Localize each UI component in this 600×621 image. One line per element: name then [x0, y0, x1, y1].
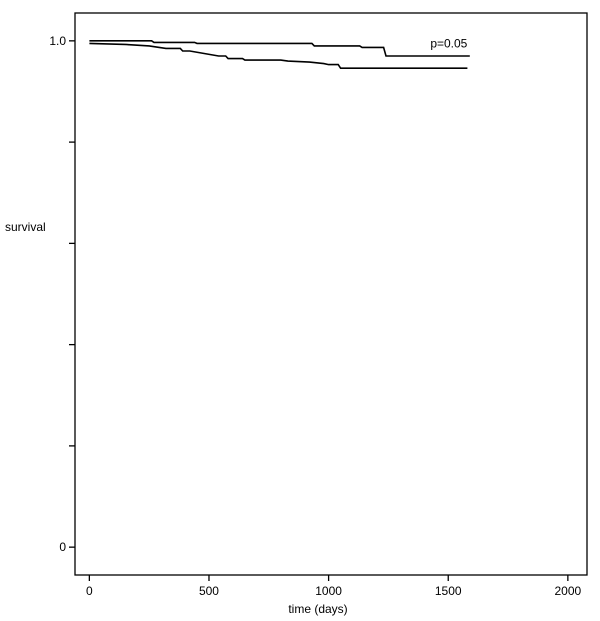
p-value-annotation: p=0.05: [430, 36, 467, 50]
x-tick-label-1: 500: [199, 584, 219, 598]
y-axis-label: survival: [5, 220, 46, 234]
survival-curve-2: [89, 42, 468, 69]
y-tick-label-0: 0: [59, 540, 66, 554]
x-tick-label-0: 0: [86, 584, 93, 598]
x-axis: 0 500 1000 1500 2000: [86, 575, 582, 598]
y-tick-label-5: 1.0: [49, 34, 66, 48]
x-axis-label: time (days): [288, 602, 347, 616]
x-tick-label-3: 1500: [435, 584, 462, 598]
y-axis: 01.0: [49, 34, 75, 554]
x-tick-label-4: 2000: [555, 584, 582, 598]
plot-frame: [74, 12, 588, 576]
survival-curve-1: [89, 40, 470, 57]
x-tick-label-2: 1000: [315, 584, 342, 598]
series-layer: [89, 40, 470, 69]
